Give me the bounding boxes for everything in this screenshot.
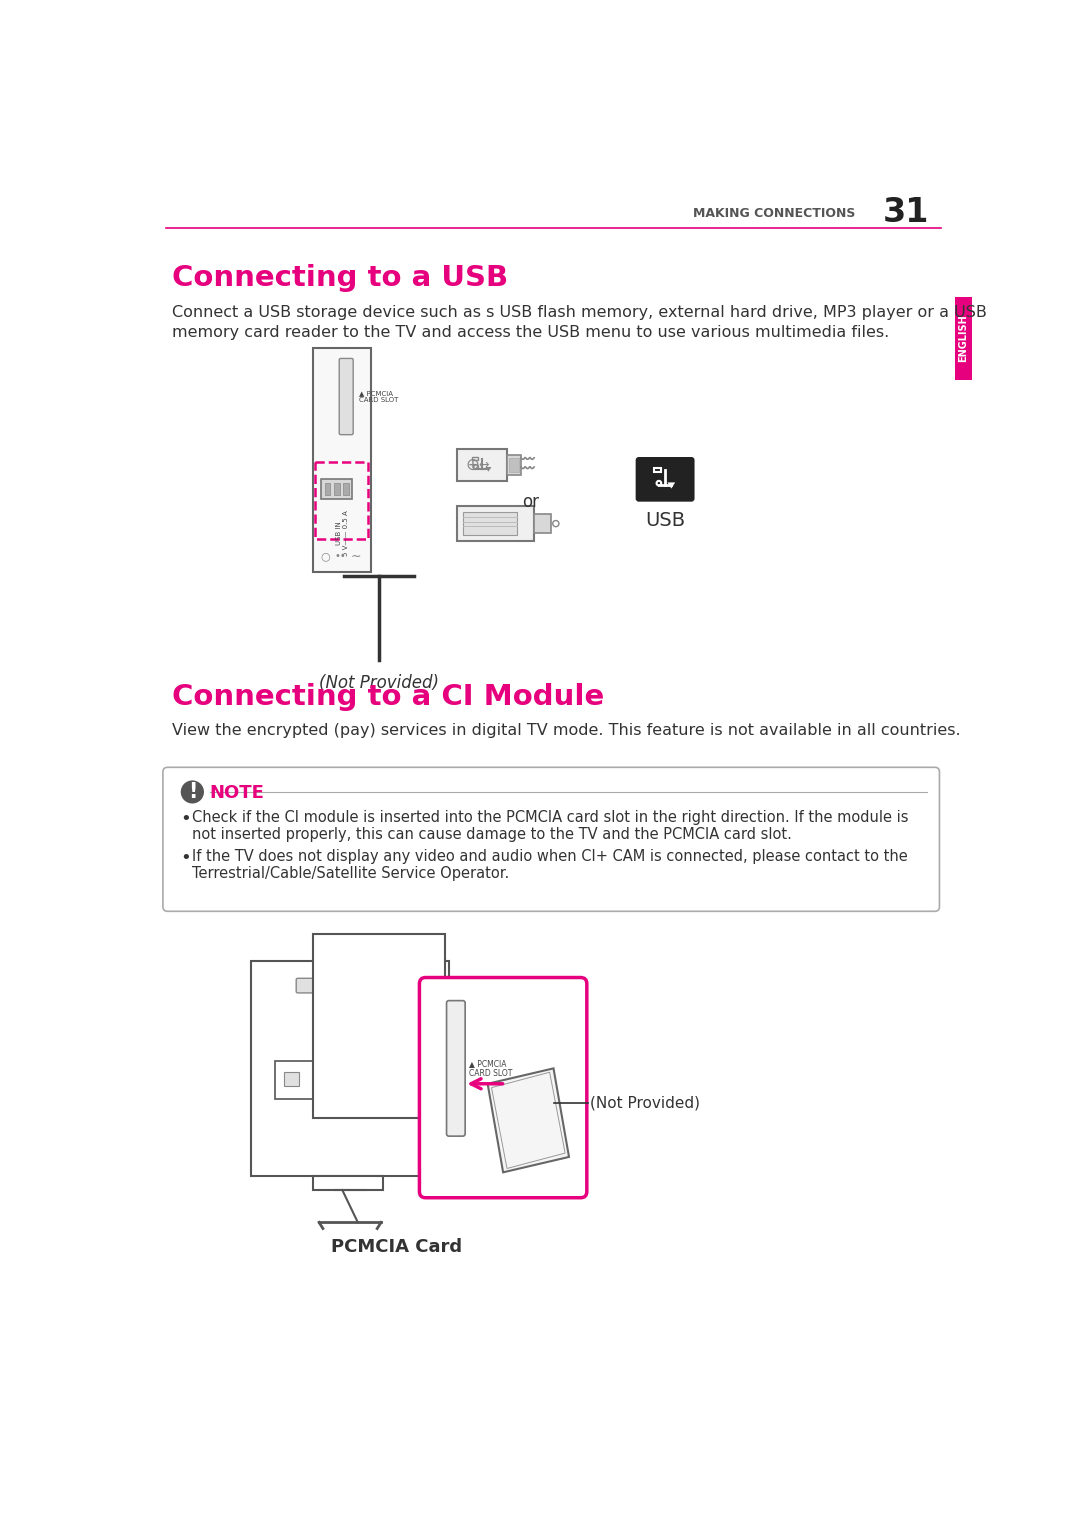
- Polygon shape: [667, 483, 675, 489]
- Bar: [472, 457, 478, 460]
- FancyBboxPatch shape: [274, 1061, 313, 1099]
- FancyBboxPatch shape: [339, 358, 353, 434]
- Bar: [457, 506, 535, 541]
- Bar: [284, 1073, 299, 1087]
- Text: 31: 31: [883, 195, 929, 229]
- Polygon shape: [488, 1068, 569, 1172]
- Text: Connecting to a CI Module: Connecting to a CI Module: [172, 683, 605, 712]
- Text: (Not Provided): (Not Provided): [590, 1096, 700, 1111]
- Text: or: or: [522, 494, 539, 512]
- FancyBboxPatch shape: [636, 457, 694, 501]
- Bar: [457, 448, 507, 482]
- Bar: [314, 462, 368, 539]
- Bar: [463, 512, 517, 535]
- Bar: [343, 483, 349, 495]
- Text: (Not Provided): (Not Provided): [319, 674, 440, 692]
- Text: ∼: ∼: [351, 550, 361, 562]
- Text: NOTE: NOTE: [210, 785, 265, 802]
- Text: Connecting to a USB: Connecting to a USB: [172, 264, 509, 291]
- FancyBboxPatch shape: [163, 767, 940, 911]
- Text: not inserted properly, this can cause damage to the TV and the PCMCIA card slot.: not inserted properly, this can cause da…: [192, 828, 793, 843]
- Circle shape: [180, 780, 204, 803]
- Text: Terrestrial/Cable/Satellite Service Operator.: Terrestrial/Cable/Satellite Service Oper…: [192, 866, 510, 881]
- Text: MAKING CONNECTIONS: MAKING CONNECTIONS: [693, 207, 855, 219]
- FancyBboxPatch shape: [446, 1001, 465, 1135]
- Bar: [313, 349, 372, 572]
- Polygon shape: [485, 466, 491, 471]
- Text: USB: USB: [645, 511, 685, 530]
- FancyBboxPatch shape: [419, 977, 586, 1198]
- Text: ••: ••: [335, 552, 347, 561]
- Bar: [325, 483, 330, 495]
- Text: ○: ○: [320, 552, 329, 561]
- Text: USB IN
5 V—— 0.5 A: USB IN 5 V—— 0.5 A: [336, 511, 349, 556]
- FancyBboxPatch shape: [296, 978, 377, 994]
- Text: PCMCIA Card: PCMCIA Card: [330, 1237, 462, 1256]
- Text: ENGLISH: ENGLISH: [958, 314, 969, 363]
- Text: ⊕: ⊕: [465, 456, 480, 474]
- FancyBboxPatch shape: [313, 934, 445, 1119]
- Text: ▲ PCMCIA
CARD SLOT: ▲ PCMCIA CARD SLOT: [469, 1059, 512, 1077]
- Text: View the encrypted (pay) services in digital TV mode. This feature is not availa: View the encrypted (pay) services in dig…: [172, 724, 961, 739]
- Bar: [535, 514, 551, 533]
- Text: Connect a USB storage device such as s USB flash memory, external hard drive, MP: Connect a USB storage device such as s U…: [172, 305, 987, 320]
- Bar: [334, 483, 339, 495]
- Text: ↔: ↔: [478, 459, 489, 471]
- Bar: [509, 457, 519, 471]
- Text: If the TV does not display any video and audio when CI+ CAM is connected, please: If the TV does not display any video and…: [192, 849, 908, 864]
- FancyBboxPatch shape: [313, 1177, 383, 1190]
- Bar: [654, 468, 661, 472]
- Text: memory card reader to the TV and access the USB menu to use various multimedia f: memory card reader to the TV and access …: [172, 325, 890, 340]
- Text: Check if the CI module is inserted into the PCMCIA card slot in the right direct: Check if the CI module is inserted into …: [192, 811, 909, 826]
- Bar: [507, 454, 521, 474]
- FancyBboxPatch shape: [252, 960, 449, 1177]
- Bar: [321, 480, 352, 498]
- Text: •: •: [180, 811, 191, 829]
- Bar: [955, 297, 972, 379]
- Text: •: •: [180, 849, 191, 867]
- Text: !: !: [188, 782, 197, 802]
- Text: ▲ PCMCIA
CARD SLOT: ▲ PCMCIA CARD SLOT: [360, 390, 399, 402]
